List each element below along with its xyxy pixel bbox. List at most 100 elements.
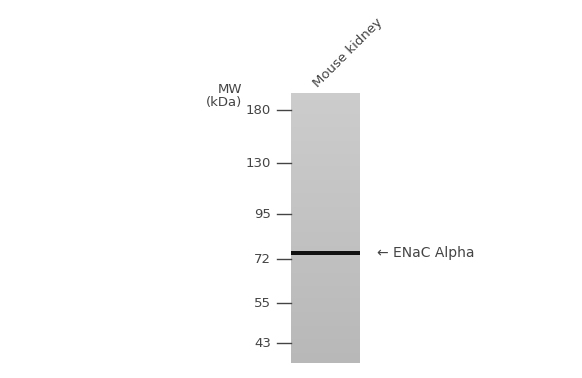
Bar	[291, 200, 360, 201]
Bar	[291, 323, 360, 324]
Bar	[291, 253, 360, 254]
Bar	[291, 204, 360, 205]
Bar	[291, 162, 360, 163]
Bar	[291, 212, 360, 214]
Bar	[291, 285, 360, 287]
Bar	[291, 185, 360, 186]
Bar	[291, 161, 360, 162]
Bar	[291, 119, 360, 120]
Bar	[291, 188, 360, 189]
Bar	[291, 139, 360, 141]
Bar	[291, 316, 360, 318]
Bar	[291, 302, 360, 304]
Bar	[291, 294, 360, 296]
Bar	[291, 94, 360, 96]
Bar	[291, 351, 360, 353]
Text: ← ENaC Alpha: ← ENaC Alpha	[377, 246, 474, 260]
Bar	[291, 99, 360, 100]
Bar	[291, 282, 360, 284]
Bar	[291, 228, 360, 229]
Bar	[291, 249, 360, 250]
Bar	[291, 105, 360, 107]
Bar	[291, 165, 360, 166]
Bar	[291, 118, 360, 119]
Bar	[291, 103, 360, 104]
Bar	[291, 224, 360, 226]
Bar	[291, 336, 360, 338]
Bar	[291, 308, 360, 309]
Bar	[291, 192, 360, 193]
Bar	[291, 343, 360, 344]
Bar	[291, 288, 360, 289]
Bar	[291, 151, 360, 153]
Bar	[291, 197, 360, 198]
Bar	[291, 125, 360, 127]
Bar	[291, 130, 360, 131]
Bar	[291, 155, 360, 157]
Bar	[291, 292, 360, 293]
Bar	[291, 138, 360, 139]
Bar	[291, 220, 360, 222]
Bar	[291, 346, 360, 347]
Bar	[291, 160, 360, 161]
Bar	[291, 134, 360, 135]
Bar	[291, 153, 360, 154]
Bar	[291, 355, 360, 356]
Bar	[291, 342, 360, 343]
Bar	[291, 359, 360, 361]
Text: 130: 130	[246, 157, 271, 170]
Bar	[291, 113, 360, 115]
Bar	[291, 120, 360, 122]
Bar	[291, 290, 360, 292]
Bar	[291, 236, 360, 238]
Bar	[291, 362, 360, 363]
Bar	[291, 353, 360, 354]
Bar	[291, 287, 360, 288]
Bar	[291, 331, 360, 332]
Bar	[291, 104, 360, 105]
Bar	[291, 358, 360, 359]
Bar	[291, 124, 360, 125]
Bar	[291, 116, 360, 118]
Bar	[291, 147, 360, 149]
Bar	[291, 178, 360, 180]
Bar	[291, 311, 360, 312]
Bar	[291, 301, 360, 302]
Bar	[291, 350, 360, 351]
Bar	[291, 258, 360, 259]
Bar	[291, 123, 360, 124]
Bar	[291, 238, 360, 239]
Bar	[291, 327, 360, 328]
Bar	[291, 216, 360, 217]
Bar	[291, 172, 360, 173]
Text: 55: 55	[254, 297, 271, 310]
Bar	[291, 293, 360, 294]
Text: 72: 72	[254, 253, 271, 266]
Bar	[291, 242, 360, 243]
Bar	[291, 231, 360, 232]
Bar	[291, 201, 360, 203]
Bar	[291, 232, 360, 234]
Bar	[291, 141, 360, 142]
Bar	[291, 299, 360, 300]
Bar	[291, 261, 360, 262]
Bar	[291, 338, 360, 339]
Bar	[291, 222, 360, 223]
Bar	[291, 108, 360, 110]
Bar	[291, 180, 360, 181]
Bar	[291, 309, 360, 311]
Text: MW: MW	[218, 84, 242, 96]
Bar	[291, 136, 360, 138]
Bar	[291, 96, 360, 97]
Bar	[291, 122, 360, 123]
Bar	[291, 234, 360, 235]
Bar	[291, 177, 360, 178]
Bar	[291, 324, 360, 325]
Bar	[291, 100, 360, 101]
Bar	[291, 251, 360, 253]
Bar	[291, 173, 360, 174]
Bar	[291, 325, 360, 327]
Bar	[291, 189, 360, 191]
Bar	[291, 304, 360, 305]
Bar	[291, 254, 360, 255]
